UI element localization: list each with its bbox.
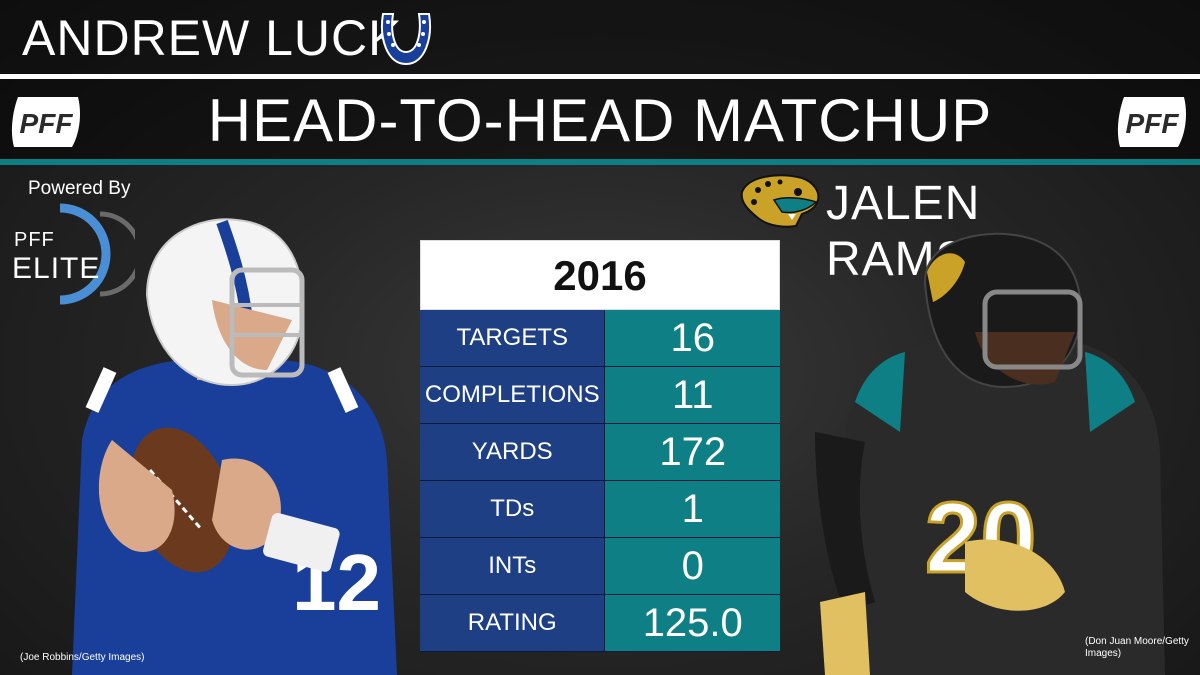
svg-text:PFF: PFF [1126, 108, 1180, 139]
stat-value-yards: 172 [605, 424, 780, 480]
colts-horseshoe-icon [381, 13, 431, 66]
pff-logo-icon: PFF [1117, 97, 1186, 147]
quarterback-name: ANDREW LUCK [22, 10, 403, 66]
table-row: RATING 125.0 [420, 595, 780, 652]
stat-value-targets: 16 [605, 310, 780, 366]
stats-table: 2016 TARGETS 16 COMPLETIONS 11 YARDS 172… [420, 240, 780, 652]
stat-label-targets: TARGETS [420, 310, 606, 366]
stat-value-ints: 0 [605, 538, 780, 594]
stat-value-rating: 125.0 [605, 595, 780, 651]
stat-label-yards: YARDS [420, 424, 606, 480]
table-row: TDs 1 [420, 481, 780, 538]
table-row: TARGETS 16 [420, 310, 780, 367]
stat-label-rating: RATING [420, 595, 606, 651]
elite-ring-icon [59, 203, 135, 305]
season-year: 2016 [420, 240, 780, 310]
elite-pff-text: PFF [14, 229, 55, 251]
stat-value-completions: 11 [605, 367, 780, 423]
colts-quarterback-image: 12 [72, 218, 397, 675]
stat-value-tds: 1 [605, 481, 780, 537]
photo-credit-left: (Joe Robbins/Getty Images) [20, 652, 145, 663]
svg-text:PFF: PFF [20, 108, 74, 139]
table-row: YARDS 172 [420, 424, 780, 481]
pff-logo-icon: PFF [11, 97, 81, 147]
powered-by-label: Powered By [28, 178, 131, 199]
elite-text: ELITE [12, 252, 101, 285]
title-divider [0, 159, 1200, 165]
page-title: HEAD-TO-HEAD MATCHUP [207, 87, 993, 154]
stat-label-ints: INTs [420, 538, 606, 594]
jaguars-head-icon [740, 174, 820, 228]
jaguars-cornerback-image: 20 [815, 232, 1165, 675]
header-divider [0, 74, 1200, 79]
stat-label-tds: TDs [420, 481, 606, 537]
table-row: COMPLETIONS 11 [420, 367, 780, 424]
table-row: INTs 0 [420, 538, 780, 595]
title-band [0, 79, 1200, 159]
header-band [0, 0, 1200, 74]
stat-label-completions: COMPLETIONS [420, 367, 606, 423]
photo-credit-right: (Don Juan Moore/Getty Images) [1085, 636, 1189, 659]
